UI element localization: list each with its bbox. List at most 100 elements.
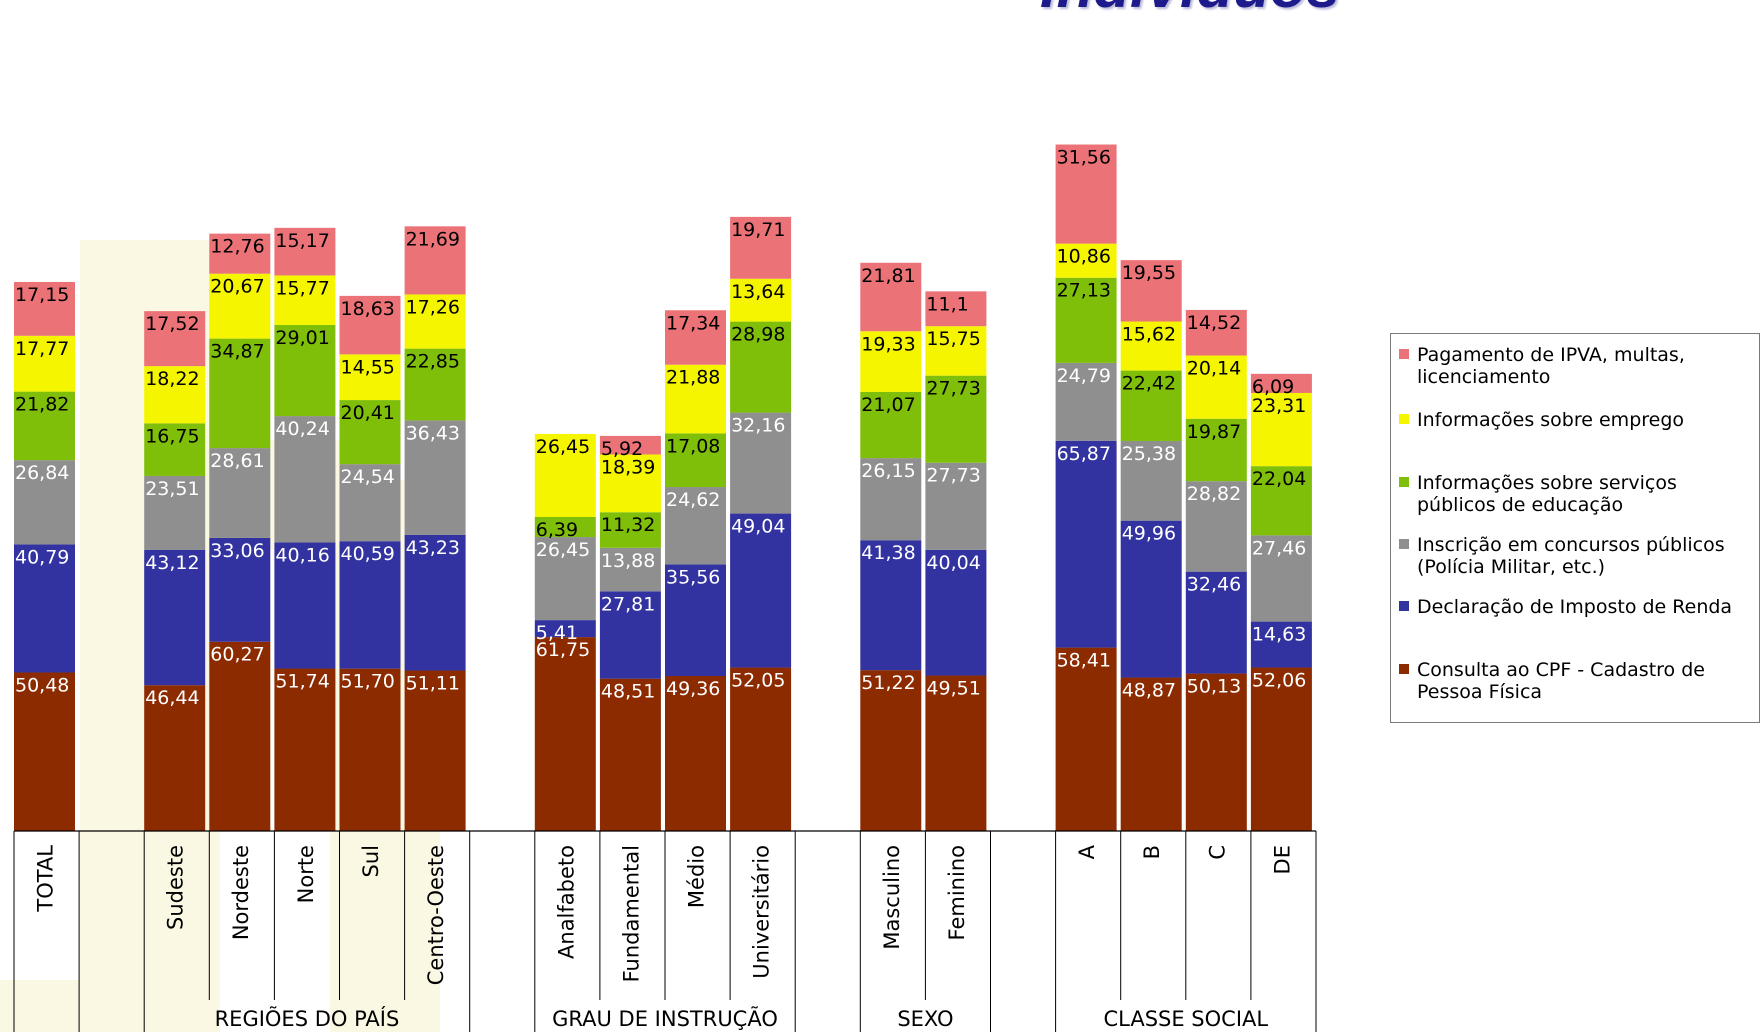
- bar-segment: [1120, 677, 1182, 831]
- bar-segment: [665, 487, 726, 565]
- data-label: 50,48: [15, 674, 69, 696]
- bar-segment: [1055, 440, 1117, 648]
- bar-segment: [144, 423, 206, 476]
- chart-title: Indivíduos: [1040, 0, 1340, 21]
- data-label: 43,23: [406, 537, 460, 559]
- bar-segment: [339, 541, 401, 669]
- data-label: 36,43: [406, 422, 460, 444]
- data-label: 52,06: [1252, 670, 1306, 692]
- data-label: 50,13: [1187, 676, 1241, 698]
- data-label: 58,41: [1057, 650, 1111, 672]
- bar-segment: [730, 667, 792, 831]
- data-label: 17,15: [15, 284, 69, 306]
- legend-swatch: [1399, 664, 1409, 674]
- data-label: 17,34: [666, 312, 720, 334]
- bar-segment: [665, 310, 726, 365]
- data-label: 15,75: [926, 328, 980, 350]
- data-label: 19,71: [731, 219, 785, 241]
- bar-segment: [14, 281, 75, 336]
- bar-segment: [404, 226, 466, 295]
- data-label: 51,22: [861, 672, 915, 694]
- category-label: Norte: [294, 845, 318, 903]
- data-label: 65,87: [1057, 443, 1111, 465]
- category-label: TOTAL: [34, 845, 58, 913]
- data-label: 5,41: [536, 622, 578, 644]
- data-label: 31,56: [1057, 147, 1111, 169]
- bar-segment: [274, 416, 336, 543]
- group-label: CLASSE SOCIAL: [1103, 1007, 1268, 1031]
- bar-segment: [339, 668, 401, 831]
- bar-segment: [144, 311, 206, 367]
- data-label: 40,16: [275, 544, 329, 566]
- bar-segment: [1055, 277, 1117, 363]
- bar-segment: [1120, 260, 1182, 322]
- data-label: 49,04: [731, 516, 785, 538]
- bar-segment: [274, 275, 336, 325]
- legend-label: Pagamento de IPVA, multas, licenciamento: [1417, 344, 1685, 388]
- data-label: 48,51: [601, 681, 655, 703]
- category-label: Sudeste: [164, 845, 188, 930]
- data-label: 15,17: [275, 230, 329, 252]
- bar-segment: [925, 291, 987, 327]
- bar-segment: [665, 364, 726, 434]
- bar-segment: [599, 454, 661, 513]
- watermark-shape: [0, 980, 100, 1032]
- bar-segment: [209, 233, 271, 274]
- data-label: 17,52: [145, 313, 199, 335]
- data-label: 13,64: [731, 281, 785, 303]
- data-label: 21,81: [861, 265, 915, 287]
- legend-label: Inscrição em concursos públicos (Polícia…: [1417, 534, 1725, 578]
- legend-swatch: [1399, 477, 1409, 487]
- bar-segment: [599, 435, 661, 455]
- bar-segment: [1250, 621, 1312, 668]
- data-label: 28,98: [731, 324, 785, 346]
- bar-segment: [534, 620, 596, 638]
- group-label: REGIÕES DO PAÍS: [215, 1005, 400, 1031]
- bar-segment: [860, 391, 922, 459]
- data-label: 12,76: [210, 236, 264, 258]
- bar-segment: [1185, 481, 1247, 572]
- bar-segment: [1185, 355, 1247, 419]
- legend-swatch: [1399, 539, 1409, 549]
- bar-segment: [925, 326, 987, 376]
- data-label: 46,44: [145, 687, 199, 709]
- data-label: 40,79: [15, 546, 69, 568]
- data-label: 34,87: [210, 341, 264, 363]
- data-label: 26,45: [536, 539, 590, 561]
- bar-segment: [665, 676, 726, 831]
- bar-segment: [534, 637, 596, 831]
- bar-segment: [14, 460, 75, 545]
- bar-segment: [599, 678, 661, 831]
- bar-segment: [404, 294, 466, 349]
- bar-segment: [1120, 321, 1182, 371]
- data-label: 40,04: [926, 552, 980, 574]
- data-label: 10,86: [1057, 246, 1111, 268]
- data-label: 32,16: [731, 415, 785, 437]
- bar-segment: [730, 513, 792, 668]
- category-label: Sul: [359, 845, 383, 877]
- bar-segment: [534, 516, 596, 538]
- category-label: Masculino: [880, 845, 904, 950]
- bar-segment: [274, 324, 336, 417]
- data-label: 17,77: [15, 338, 69, 360]
- data-label: 28,82: [1187, 483, 1241, 505]
- data-label: 20,41: [341, 402, 395, 424]
- group-label: SEXO: [897, 1007, 953, 1031]
- bar-segment: [1120, 520, 1182, 678]
- data-label: 26,84: [15, 462, 69, 484]
- bar-segment: [599, 547, 661, 592]
- bar-segment: [599, 591, 661, 679]
- bar-segment: [209, 537, 271, 642]
- category-label: Universitário: [750, 845, 774, 979]
- data-label: 5,92: [601, 438, 643, 460]
- data-label: 19,87: [1187, 421, 1241, 443]
- bar-segment: [665, 564, 726, 677]
- bar-segment: [339, 295, 401, 355]
- category-label: Feminino: [945, 845, 969, 940]
- data-label: 23,51: [145, 478, 199, 500]
- bar-segment: [14, 391, 75, 461]
- data-label: 29,01: [275, 327, 329, 349]
- legend-label: Declaração de Imposto de Renda: [1417, 596, 1733, 618]
- data-label: 21,69: [406, 228, 460, 250]
- bar-segment: [274, 542, 336, 669]
